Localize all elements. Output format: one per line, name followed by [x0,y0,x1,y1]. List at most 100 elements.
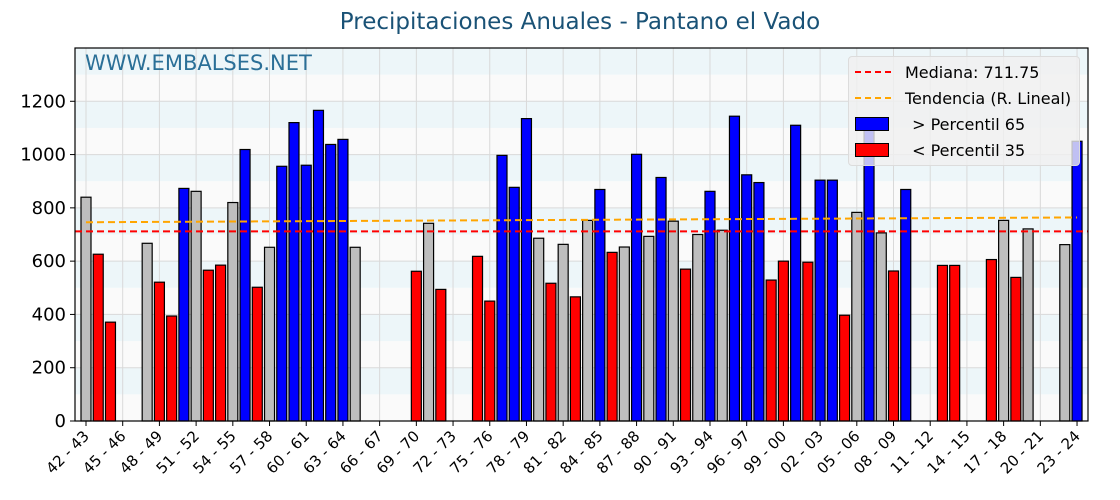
y-tick-label: 1000 [20,145,66,166]
bar [202,269,214,422]
legend-label: Mediana: 711.75 [905,62,1040,82]
bar-series [80,109,1083,422]
bar [826,179,838,422]
bar [484,300,496,422]
trend-line [85,216,1078,224]
bar [569,296,582,422]
bar [765,279,777,422]
bar [178,187,190,422]
background-band [75,341,1088,368]
bar [838,314,851,422]
bar [325,143,337,422]
bar [496,154,508,422]
y-tick-label: 400 [32,304,66,325]
bar [606,251,618,422]
bar [985,258,997,422]
bar [153,281,166,422]
background-band [75,287,1088,315]
background-band [75,367,1088,395]
chart-title: Precipitaciones Anuales - Pantano el Vad… [339,9,821,35]
bar [875,232,887,422]
bar [545,282,557,422]
bar [1071,140,1083,422]
bar [741,174,753,422]
bar [716,229,728,422]
bar [1022,228,1034,422]
y-tick-label: 0 [55,411,66,432]
bar [1010,276,1022,422]
bar [679,268,692,422]
background-band [75,181,1088,208]
bar [667,220,679,422]
bar [300,164,312,422]
bar [790,124,802,422]
legend-item-median: Mediana: 711.75 [855,61,1039,83]
bar [887,270,900,422]
bar [435,288,447,422]
bar [630,153,643,422]
bar [802,261,814,422]
dashed-line-icon [855,71,891,73]
reference-lines [75,216,1088,233]
y-tick-label: 600 [32,251,66,272]
color-swatch-icon [855,117,889,131]
bar [227,201,239,422]
legend-label: < Percentil 35 [907,140,1026,160]
bar [349,246,361,422]
bar [936,264,949,422]
bar [214,264,227,422]
bar [557,243,569,422]
y-axis: 0 200 400 600 800 1000 1200 [20,91,75,432]
bar [692,233,704,422]
y-tick-label: 200 [32,358,66,379]
background-band [75,234,1088,262]
bar [239,148,251,422]
bar [410,270,422,422]
bar [1059,244,1071,422]
y-tick-label: 1200 [20,91,66,112]
bar [643,235,655,422]
bar [190,190,202,422]
bar [508,186,520,422]
legend-item-low: < Percentil 35 [855,139,1025,161]
plot-frame [74,47,1089,422]
legend-item-high: > Percentil 65 [855,113,1025,135]
bar [337,138,349,422]
bar [92,253,104,422]
legend: Mediana: 711.75 Tendencia (R. Lineal) > … [848,56,1080,166]
bar [141,242,153,422]
bar [288,121,300,422]
bar [618,246,630,422]
background-band [75,261,1088,288]
dashed-line-icon [855,97,891,99]
bar [655,176,667,422]
bar [471,255,484,422]
y-tick-label: 800 [32,198,66,219]
watermark-text: WWW.EMBALSES.NET [85,51,312,75]
bar [422,222,435,422]
legend-item-trend: Tendencia (R. Lineal) [855,87,1071,109]
legend-label: > Percentil 65 [907,114,1026,134]
bar [520,118,533,422]
bar [728,115,741,422]
legend-label: Tendencia (R. Lineal) [905,88,1072,108]
bar [263,246,276,422]
bar [998,219,1010,422]
bar [104,321,117,422]
bar [533,237,545,422]
bar [582,219,594,422]
color-swatch-icon [855,143,889,157]
background-band [75,314,1088,342]
bar [851,211,863,422]
bar [594,188,606,422]
bar [814,179,826,422]
bar [949,264,961,422]
bar [251,286,263,422]
bar [900,188,912,422]
bar [166,315,178,422]
background-band [75,394,1088,421]
bar [312,109,325,422]
bar [777,260,789,422]
bar [704,190,716,422]
